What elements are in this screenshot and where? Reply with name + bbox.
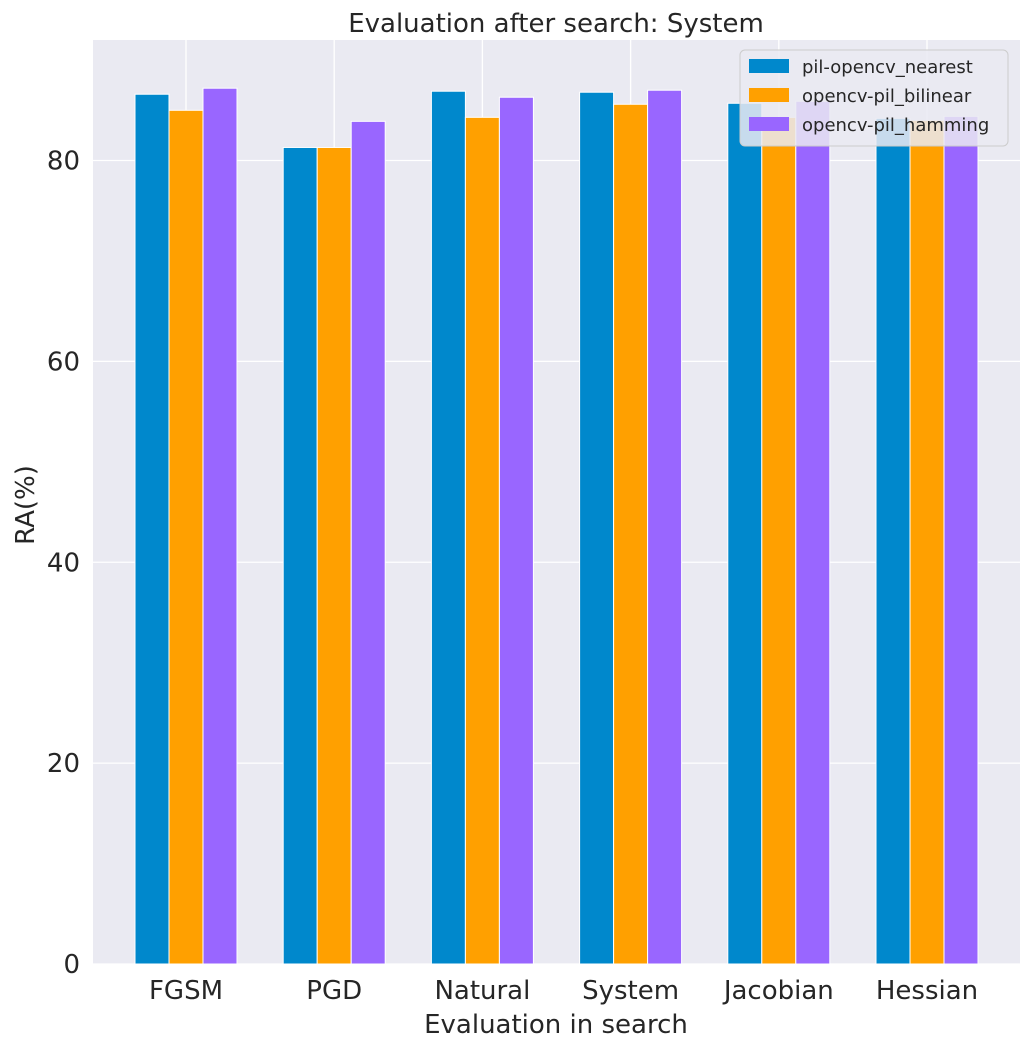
x-axis-label: Evaluation in search — [424, 1010, 688, 1040]
legend-swatch — [749, 59, 789, 73]
x-tick-label: System — [582, 976, 679, 1006]
chart-title: Evaluation after search: System — [348, 9, 764, 39]
y-tick-label: 60 — [47, 347, 80, 377]
bar — [795, 100, 831, 965]
bar — [647, 89, 683, 965]
bar — [579, 91, 615, 965]
bar — [282, 146, 318, 965]
legend-label: opencv-pil_hamming — [802, 115, 989, 136]
y-tick-label: 0 — [63, 950, 80, 980]
bar — [464, 116, 500, 965]
y-tick-label: 40 — [47, 548, 80, 578]
bars — [134, 87, 979, 965]
bar — [430, 90, 466, 965]
x-tick-label: PGD — [306, 976, 362, 1006]
bar — [350, 120, 386, 965]
y-tick-labels: 0 20 40 60 80 — [47, 147, 80, 980]
plot-background — [93, 40, 1020, 964]
bar — [168, 109, 204, 965]
legend-box — [739, 49, 1009, 147]
legend-label: pil-opencv_nearest — [802, 57, 973, 78]
legend-label: opencv-pil_bilinear — [802, 86, 972, 107]
bar — [943, 115, 979, 965]
y-axis-label: RA(%) — [11, 465, 41, 545]
legend: pil-opencv_nearest opencv-pil_bilinearope… — [739, 49, 1009, 147]
bar — [202, 87, 238, 965]
x-tick-label: Hessian — [876, 976, 978, 1006]
legend-swatch — [749, 117, 789, 131]
y-tick-label: 20 — [47, 749, 80, 779]
x-tick-label: FGSM — [149, 976, 223, 1006]
legend-swatch — [749, 88, 789, 102]
bar — [909, 119, 945, 965]
bar — [316, 146, 352, 965]
x-tick-labels: FGSM PGD Natural System Jacobian Hessian — [149, 976, 978, 1006]
bar — [498, 96, 534, 965]
bar — [613, 103, 649, 965]
bar — [875, 117, 911, 965]
x-tick-label: Jacobian — [722, 976, 834, 1006]
x-tick-label: Natural — [434, 976, 530, 1006]
y-tick-label: 80 — [47, 147, 80, 177]
bar — [134, 93, 170, 965]
bar — [761, 116, 797, 965]
bar — [727, 102, 763, 965]
